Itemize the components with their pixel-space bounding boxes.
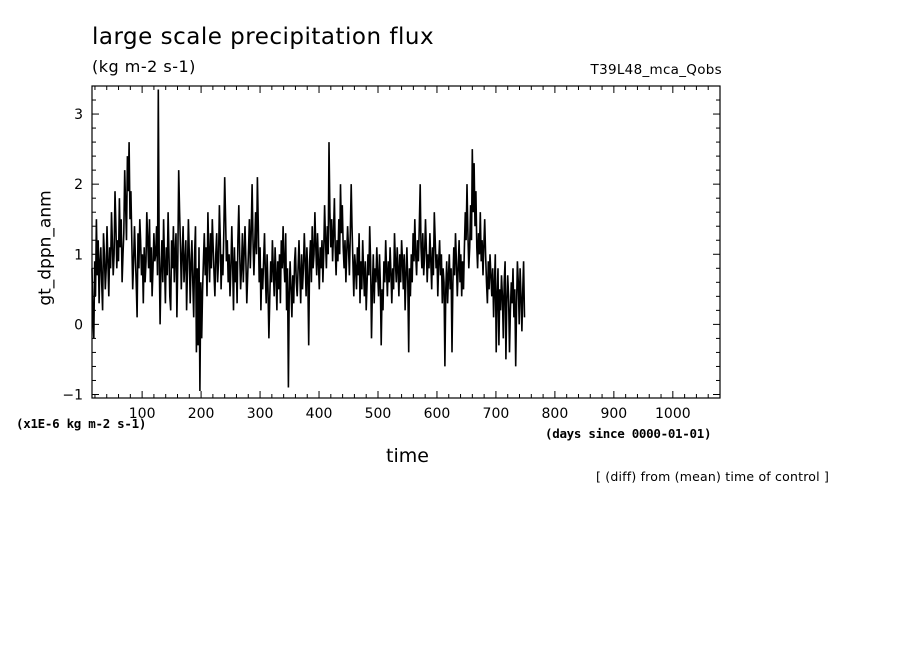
x-tick-label: 200 (188, 406, 215, 422)
x-tick-label: 600 (424, 406, 451, 422)
y-tick-label: 0 (74, 317, 83, 333)
series-group (91, 89, 526, 392)
y-tick-label: 3 (74, 107, 83, 123)
x-tick-label: 400 (306, 406, 333, 422)
x-tick-label: 100 (129, 406, 156, 422)
x-tick-label: 500 (365, 406, 392, 422)
x-tick-label: 1000 (655, 406, 691, 422)
diff-annotation: [ (diff) from (mean) time of control ] (596, 469, 830, 484)
series-line-gt_dppn_anm (91, 89, 526, 392)
x-axis-units: (days since 0000-01-01) (545, 426, 712, 441)
y-tick-label: −1 (62, 387, 83, 403)
axis-ticks: 100 200 300 400 500 600 700 800 900 1000 −1 0 1 2 3 (62, 86, 721, 422)
chart-title: large scale precipitation flux (92, 24, 435, 50)
y-tick-label: 2 (74, 177, 83, 193)
x-axis-label: time (386, 445, 429, 467)
x-tick-label: 700 (483, 406, 510, 422)
chart-units: (kg m-2 s-1) (92, 57, 196, 76)
run-name: T39L48_mca_Qobs (590, 62, 722, 78)
x-tick-label: 300 (247, 406, 274, 422)
x-tick-label: 800 (542, 406, 569, 422)
plot-frame (91, 85, 721, 399)
y-tick-label: 1 (74, 247, 83, 263)
y-scale-note: (x1E-6 kg m-2 s-1) (16, 416, 147, 431)
x-tick-label: 900 (600, 406, 627, 422)
